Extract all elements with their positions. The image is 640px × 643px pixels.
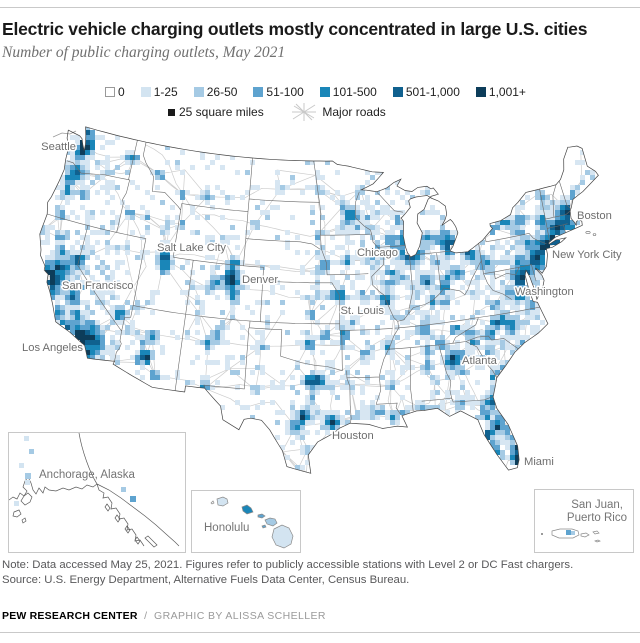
svg-text:Los Angeles: Los Angeles [22, 342, 83, 354]
svg-text:Washington: Washington [515, 286, 574, 298]
svg-text:Boston: Boston [577, 210, 612, 222]
svg-text:Houston: Houston [332, 430, 374, 442]
svg-text:Chicago: Chicago [357, 247, 398, 259]
svg-text:Puerto Rico: Puerto Rico [567, 512, 627, 524]
svg-text:San Francisco: San Francisco [62, 280, 134, 292]
svg-text:Anchorage, Alaska: Anchorage, Alaska [39, 469, 136, 481]
svg-text:Denver: Denver [242, 274, 278, 286]
svg-text:New York City: New York City [552, 249, 622, 261]
svg-text:San Juan,: San Juan, [571, 499, 623, 511]
svg-text:Atlanta: Atlanta [462, 355, 498, 367]
svg-text:Salt Lake City: Salt Lake City [157, 242, 226, 254]
svg-text:Seattle: Seattle [41, 141, 76, 153]
svg-text:Honolulu: Honolulu [204, 522, 249, 534]
svg-text:St. Louis: St. Louis [340, 305, 384, 317]
svg-text:Miami: Miami [524, 456, 554, 468]
